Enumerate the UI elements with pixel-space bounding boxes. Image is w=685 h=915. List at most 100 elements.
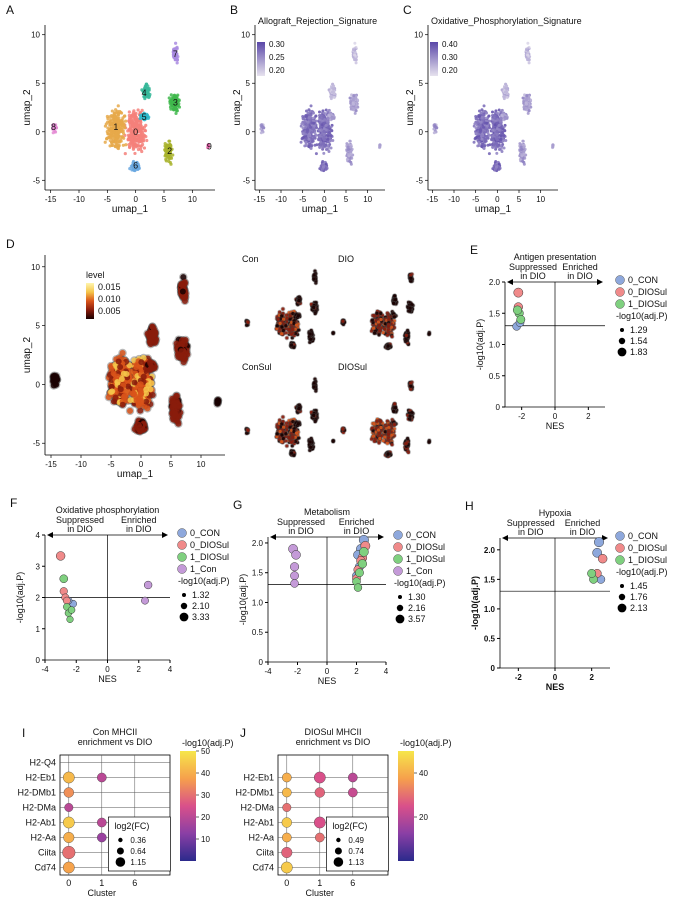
panel-a-xtick-label: 5 xyxy=(162,195,167,204)
umap-point xyxy=(352,98,356,102)
umap-point xyxy=(303,144,307,148)
umap-point xyxy=(326,134,330,138)
umap-point xyxy=(322,130,326,134)
umap-point xyxy=(354,109,358,113)
umap-point xyxy=(526,53,530,57)
panel-a: A-15 -10 -5 0 5 101050-5umap_1umap_2012345678… xyxy=(6,3,215,215)
umap-point xyxy=(314,114,318,118)
umap-point xyxy=(309,104,313,108)
panel-c-title: Oxidative_Phosphorylation_Signature xyxy=(431,16,582,26)
umap-point xyxy=(502,146,506,150)
panel-d-letter: D xyxy=(6,237,15,251)
colorbar xyxy=(430,42,438,76)
panel-b-xtick-label: 0 xyxy=(322,195,327,204)
umap-point xyxy=(324,123,328,127)
umap-point xyxy=(551,143,555,147)
umap-point xyxy=(136,108,140,112)
umap-point xyxy=(434,126,438,130)
umap-point xyxy=(143,129,148,133)
umap-point xyxy=(307,108,311,112)
umap-point xyxy=(526,58,530,62)
umap-point xyxy=(527,61,531,65)
panel-a-xtick-label: -5 xyxy=(104,195,112,204)
umap-point xyxy=(495,133,499,137)
umap-point xyxy=(485,111,489,115)
umap-point xyxy=(526,111,530,115)
density-point xyxy=(117,364,124,371)
panel-d-ytick-label: -5 xyxy=(33,439,41,448)
panel-c-ytick-label: 0 xyxy=(419,128,424,137)
panel-b-xtick-label: -5 xyxy=(299,195,307,204)
umap-point xyxy=(525,102,529,106)
umap-point xyxy=(168,145,172,149)
panel-d-xtick-label: -5 xyxy=(107,460,115,469)
umap-point xyxy=(378,143,382,147)
density-point xyxy=(178,281,185,288)
umap-point xyxy=(482,113,486,117)
umap-point xyxy=(114,128,118,132)
panel-a-xtick-label: -10 xyxy=(73,195,85,204)
cluster-label: 5 xyxy=(142,112,147,122)
umap-point xyxy=(131,146,136,150)
colorbar-label: 0.30 xyxy=(269,40,285,49)
umap-point xyxy=(505,95,509,99)
umap-point xyxy=(488,119,492,123)
panel-c-xlabel: umap_1 xyxy=(475,204,512,215)
umap-point xyxy=(485,124,489,128)
umap-point xyxy=(499,144,503,148)
umap-point xyxy=(353,111,357,115)
panel-b-title: Allograft_Rejection_Signature xyxy=(258,16,377,26)
umap-point xyxy=(496,111,500,115)
umap-point xyxy=(324,148,328,152)
umap-point xyxy=(490,137,494,141)
umap-point xyxy=(497,108,501,112)
umap-point xyxy=(130,123,134,127)
umap-point xyxy=(525,94,529,98)
umap-point xyxy=(301,126,305,130)
panel-a-ytick-label: -5 xyxy=(33,176,41,185)
umap-point xyxy=(348,159,352,163)
umap-point xyxy=(167,96,171,100)
colorbar-label: 0.20 xyxy=(442,66,458,75)
umap-point xyxy=(322,151,326,155)
umap-point xyxy=(103,140,107,144)
umap-point xyxy=(322,141,326,145)
umap-point xyxy=(500,150,504,154)
umap-point xyxy=(480,115,484,119)
panel-c-ytick-label: 5 xyxy=(419,79,424,88)
umap-point xyxy=(494,165,498,169)
umap-point xyxy=(121,131,126,136)
density-point xyxy=(133,364,140,371)
umap-point xyxy=(348,139,352,143)
umap-point xyxy=(495,151,499,155)
umap-point xyxy=(521,159,525,163)
panel-d-ytick-label: 0 xyxy=(36,380,41,389)
umap-point xyxy=(480,137,484,141)
umap-point xyxy=(175,61,179,65)
panel-b-xtick-label: 5 xyxy=(344,195,349,204)
density-point xyxy=(53,376,60,383)
density-point xyxy=(136,424,143,431)
umap-point xyxy=(109,132,113,136)
umap-point xyxy=(491,128,495,132)
umap-point xyxy=(482,144,486,148)
umap-point xyxy=(490,110,494,114)
umap-point xyxy=(493,123,497,127)
umap-point xyxy=(120,135,124,139)
umap-point xyxy=(301,136,305,140)
panel-b-xtick-label: 10 xyxy=(363,195,372,204)
density-point xyxy=(178,348,185,355)
panel-a-ylabel: umap_2 xyxy=(22,89,33,126)
umap-point xyxy=(321,146,325,150)
cluster-label: 4 xyxy=(142,88,147,98)
umap-point xyxy=(174,41,178,45)
umap-point xyxy=(495,141,499,145)
panel-d-ylabel: umap_2 xyxy=(22,336,33,373)
cluster-label: 3 xyxy=(173,98,178,108)
panel-a-xlabel: umap_1 xyxy=(112,204,149,215)
umap-point xyxy=(136,147,141,152)
umap-point xyxy=(521,96,525,100)
umap-point xyxy=(312,124,316,128)
density-point xyxy=(127,397,134,404)
umap-point xyxy=(167,159,171,164)
